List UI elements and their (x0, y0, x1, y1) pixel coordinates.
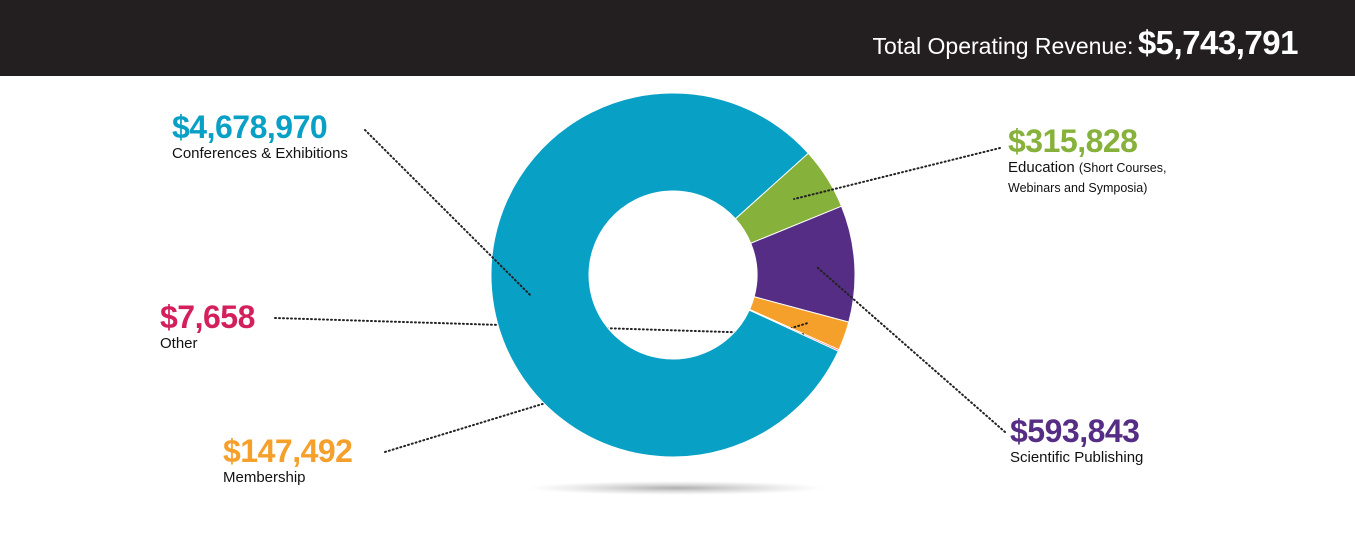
leader-line (364, 129, 533, 298)
slice-label: $7,658 Other (160, 300, 360, 353)
slice-label: $4,678,970 Conferences & Exhibitions (172, 110, 392, 163)
value-label: $315,828 (1008, 123, 1138, 159)
slice-label: $147,492 Membership (223, 434, 423, 487)
value-label: $4,678,970 (172, 109, 328, 145)
category-label: Conferences & Exhibitions (172, 144, 392, 163)
leader-line (814, 265, 1006, 433)
total-value: $5,743,791 (1137, 24, 1299, 61)
category-name: Membership (223, 469, 306, 486)
value-label: $7,658 (160, 299, 255, 335)
leader-line (793, 147, 1001, 201)
category-label: Scientific Publishing (1010, 448, 1210, 467)
value-label: $593,843 (1010, 413, 1140, 449)
category-name: Conferences & Exhibitions (172, 145, 348, 162)
header-bar: Total Operating Revenue: $5,743,791 (0, 0, 1355, 76)
donut-slice (490, 92, 839, 458)
slice-label: $315,828 Education (Short Courses, Webina… (1008, 124, 1193, 198)
category-name: Education (1008, 159, 1075, 176)
shadow (528, 481, 824, 495)
category-note: (Short Courses, Webinars and Symposia) (1008, 161, 1167, 195)
category-label: Membership (223, 468, 423, 487)
category-label: Other (160, 334, 360, 353)
value-label: $147,492 (223, 433, 353, 469)
slice-label: $593,843 Scientific Publishing (1010, 414, 1210, 467)
chart-title: Total Operating Revenue: (872, 33, 1134, 59)
category-name: Scientific Publishing (1010, 449, 1144, 466)
category-name: Other (160, 335, 198, 352)
title: Total Operating Revenue: $5,743,791 (872, 24, 1299, 62)
category-label: Education (Short Courses, Webinars and S… (1008, 158, 1193, 198)
